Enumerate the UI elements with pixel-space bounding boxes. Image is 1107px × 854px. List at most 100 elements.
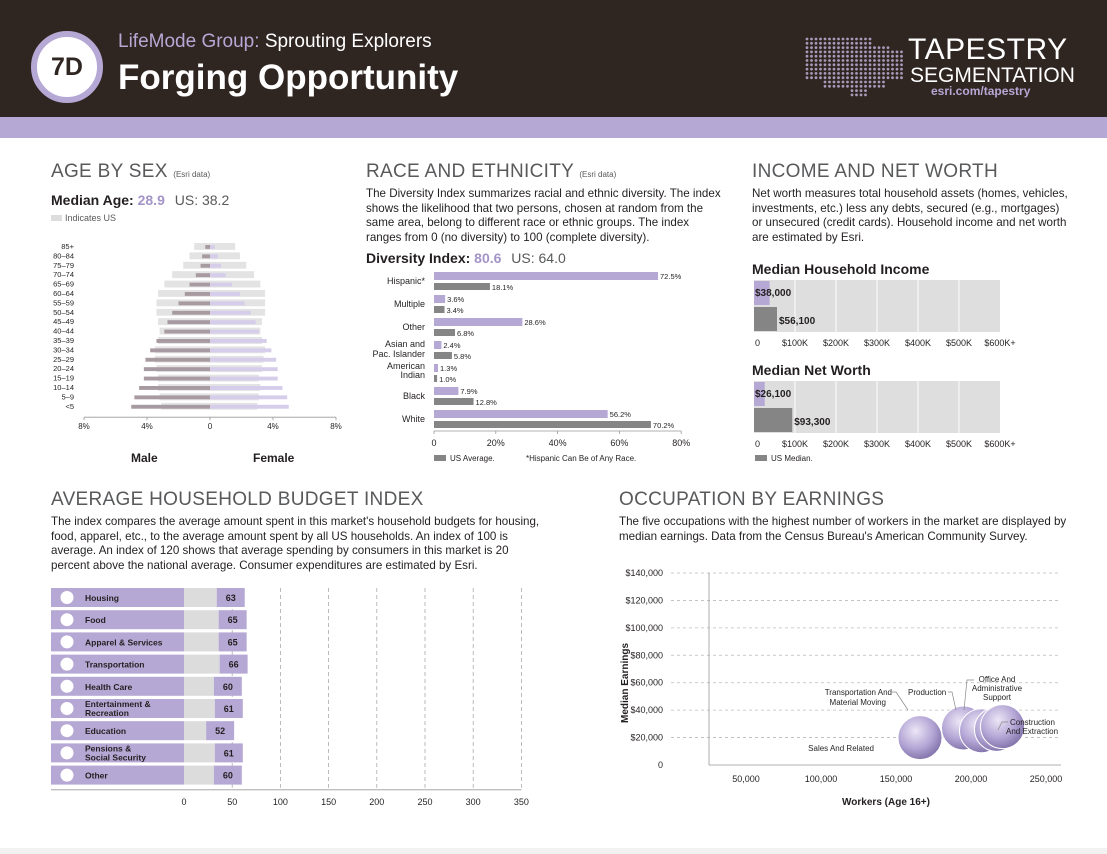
us-map-dot (846, 54, 849, 58)
us-map-dot (895, 76, 899, 80)
us-map-dot (886, 72, 890, 75)
race-segment-bar (434, 387, 459, 395)
pyramid-age-label: 25–29 (53, 355, 74, 364)
us-map-dot (864, 46, 867, 49)
us-map-dot (859, 63, 863, 67)
pyramid-male-bar (143, 376, 210, 381)
us-map-dot (832, 84, 836, 88)
us-map-dot (837, 50, 840, 54)
income-tick-label: $100K (782, 338, 808, 348)
budget-value-label: 61 (224, 748, 234, 758)
budget-fill-bar (184, 699, 215, 718)
us-map-dot (850, 84, 854, 88)
race-segment-label: 28.6% (524, 318, 546, 327)
occ-y-tick-label: 0 (658, 760, 663, 770)
us-map-dot (846, 59, 849, 62)
us-map-dot (855, 63, 858, 67)
budget-tick-label: 0 (181, 797, 186, 807)
pyramid-us-female-bar (210, 243, 236, 250)
brand-url[interactable]: esri.com/tapestry (931, 84, 1031, 98)
us-map-dot (814, 54, 818, 58)
us-map-dot (877, 46, 881, 49)
us-map-dot (841, 76, 845, 80)
occ-x-tick-label: 200,000 (955, 774, 988, 784)
race-us-label: 5.8% (454, 352, 471, 361)
us-map-dot (828, 37, 831, 41)
us-map-dot (837, 59, 840, 62)
budget-fill-bar (184, 588, 217, 607)
us-map-dot (868, 76, 872, 80)
us-map-dot (810, 37, 813, 41)
us-map-dot (841, 63, 845, 67)
race-tick-label: 40% (549, 438, 567, 448)
budget-fill-bar (184, 721, 207, 741)
pyramid-male-bar (195, 273, 210, 278)
race-legend: US Average. (434, 454, 495, 463)
income-description: Net worth measures total household asset… (752, 187, 1068, 244)
occ-y-tick-label: $140,000 (625, 568, 663, 578)
us-map-dot (855, 67, 858, 71)
footer-strip (0, 848, 1107, 854)
us-map-dot (819, 50, 822, 54)
us-map-dot (882, 84, 885, 88)
occupation-description: The five occupations with the highest nu… (619, 515, 1067, 543)
race-tick-label: 60% (610, 438, 628, 448)
race-chart: 72.5% 18.1% Hispanic* 3.6% 3.4% Multiple 28.6%… (372, 272, 690, 448)
us-map-dot (828, 80, 831, 84)
us-map-dot (855, 80, 858, 84)
occ-point-label: Support (983, 693, 1012, 702)
pyramid-male-bar (143, 367, 210, 372)
us-map-dot (832, 59, 836, 62)
occ-point-label: Administrative (972, 684, 1023, 693)
income-tick-label: 0 (755, 338, 760, 348)
us-map-dot (882, 59, 885, 62)
us-map-dot (814, 72, 818, 75)
us-map-dot (882, 72, 885, 75)
us-map-dot (823, 76, 827, 80)
us-map-dot (855, 41, 858, 45)
race-segment-label: 7.9% (460, 387, 477, 396)
occ-leader-line (892, 691, 909, 711)
us-map-dot (886, 59, 890, 62)
us-map-dot (895, 72, 899, 75)
pyramid-female-bar (210, 320, 256, 325)
pyramid-age-label: <5 (65, 402, 74, 411)
age-sex-title: AGE BY SEX (Esri data) (51, 161, 210, 183)
race-us-bar (434, 398, 474, 405)
us-map-dot (828, 50, 831, 54)
us-map-dot (810, 67, 813, 71)
us-map-dot (850, 93, 854, 97)
pyramid-female-bar (210, 395, 288, 400)
us-map-dot (864, 54, 867, 58)
pyramid-tick-label: 8% (330, 422, 342, 431)
us-legend: Indicates US (51, 213, 116, 223)
income-legend-text: US Median. (771, 454, 813, 463)
us-map-dot (873, 76, 876, 80)
pyramid-male-bar (167, 320, 210, 325)
us-map-dot (814, 41, 818, 45)
us-map-dot (859, 72, 863, 75)
us-map-dot (864, 50, 867, 54)
female-label: Female (253, 451, 295, 465)
budget-fill-bar (184, 676, 214, 696)
income-tick-label: $300K (864, 338, 890, 348)
diversity-value: 80.6 (474, 250, 502, 266)
us-map-dot (841, 54, 845, 58)
age-sex-source: (Esri data) (173, 170, 211, 179)
pyramid-age-label: 75–79 (53, 261, 74, 270)
us-map-dot (882, 54, 885, 58)
header-band (0, 0, 1107, 117)
us-map-dot (877, 76, 881, 80)
us-map-dot (873, 54, 876, 58)
us-map-dot (859, 54, 863, 58)
race-category-label: Asian and (385, 339, 425, 349)
occ-x-tick-label: 100,000 (805, 774, 838, 784)
diversity-label: Diversity Index: (366, 250, 471, 266)
pyramid-us-female-bar (210, 252, 240, 260)
budget-value-label: 65 (228, 637, 238, 647)
occ-y-tick-label: $60,000 (630, 678, 663, 688)
us-map-dot (837, 72, 840, 75)
budget-value-bar (214, 699, 243, 718)
us-map-dot (859, 93, 863, 97)
race-us-label: 1.0% (439, 375, 456, 384)
